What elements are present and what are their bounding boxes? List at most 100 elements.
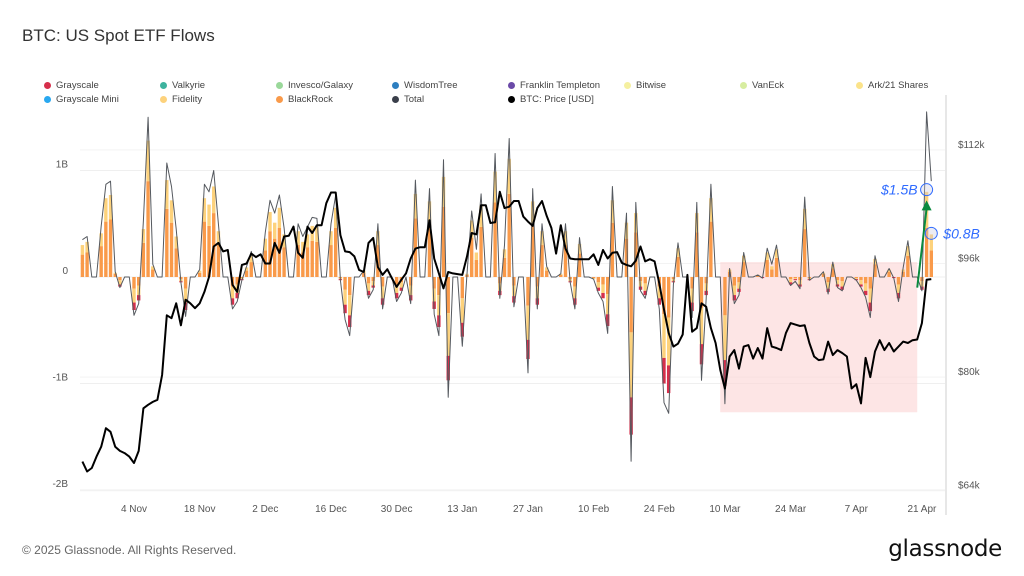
- legend-label: WisdomTree: [404, 79, 458, 91]
- bar-blackrock: [671, 277, 676, 280]
- bar-fidelity: [742, 255, 746, 263]
- bar-blackrock: [441, 206, 446, 277]
- legend-item-wisdomtree[interactable]: WisdomTree: [392, 79, 508, 91]
- legend-item-invesco-galaxy[interactable]: Invesco/Galaxy: [276, 79, 392, 91]
- bar-blackrock: [507, 193, 511, 277]
- legend-item-btc-price-usd-[interactable]: BTC: Price [USD]: [508, 93, 624, 105]
- bar-fidelity: [863, 283, 868, 291]
- bar-blackrock: [559, 274, 563, 277]
- bar-fidelity: [183, 288, 188, 303]
- y-left-tick-label: 0: [62, 266, 68, 277]
- bar-blackrock: [235, 277, 239, 285]
- bar-fidelity: [887, 269, 891, 272]
- legend-item-valkyrie[interactable]: Valkyrie: [160, 79, 276, 91]
- bar-blackrock: [244, 270, 249, 277]
- bar-fidelity: [197, 270, 202, 273]
- bar-blackrock: [887, 271, 891, 277]
- bar-fidelity: [502, 249, 507, 258]
- x-tick-label: 21 Apr: [907, 504, 937, 515]
- bar-blackrock: [469, 237, 474, 277]
- bar-grayscale: [868, 302, 873, 312]
- legend-dot-icon: [856, 81, 863, 89]
- bar-fidelity: [601, 284, 605, 293]
- bar-fidelity: [657, 286, 661, 299]
- bar-fidelity: [469, 220, 474, 238]
- legend-dot-icon: [392, 95, 399, 103]
- bar-fidelity: [240, 278, 244, 280]
- bar-fidelity: [854, 278, 858, 280]
- bar-fidelity: [695, 213, 699, 233]
- legend-label: Franklin Templeton: [520, 79, 601, 91]
- bar-fidelity: [132, 288, 136, 303]
- bar-fidelity: [104, 198, 108, 222]
- bar-grayscale: [788, 282, 793, 285]
- copyright-footer: © 2025 Glassnode. All Rights Reserved.: [22, 543, 237, 557]
- bar-blackrock: [793, 277, 797, 279]
- bar-blackrock: [535, 277, 540, 287]
- legend-item-total[interactable]: Total: [392, 93, 508, 105]
- bar-blackrock: [831, 268, 835, 277]
- legend-dot-icon: [508, 95, 515, 103]
- bar-blackrock: [634, 232, 638, 277]
- bar-blackrock: [273, 238, 277, 277]
- legend-item-fidelity[interactable]: Fidelity: [160, 93, 276, 105]
- bar-fidelity: [207, 204, 211, 226]
- bar-blackrock: [498, 277, 502, 284]
- legend-dot-icon: [740, 81, 747, 89]
- legend-item-grayscale[interactable]: Grayscale: [44, 79, 160, 91]
- bar-blackrock: [362, 272, 366, 277]
- bar-blackrock: [394, 277, 399, 285]
- bar-fidelity: [441, 176, 446, 207]
- bar-fidelity: [136, 285, 141, 296]
- bar-blackrock: [774, 257, 779, 277]
- legend-item-bitwise[interactable]: Bitwise: [624, 79, 740, 91]
- bar-grayscale: [399, 287, 404, 291]
- bar-fidelity: [770, 266, 774, 270]
- bar-fidelity: [333, 207, 338, 229]
- bar-fidelity: [273, 222, 277, 239]
- bar-blackrock: [709, 221, 713, 277]
- bar-grayscale: [840, 286, 844, 290]
- bar-blackrock: [610, 222, 615, 277]
- green-arrow-head-icon: [921, 200, 932, 211]
- bar-fidelity: [676, 248, 680, 257]
- bar-fidelity: [526, 305, 530, 340]
- bar-fidelity: [831, 264, 835, 269]
- bar-fidelity: [376, 231, 380, 246]
- bar-fidelity: [629, 332, 633, 398]
- bar-blackrock: [704, 277, 708, 284]
- bar-blackrock: [873, 264, 877, 277]
- bar-blackrock: [723, 277, 727, 316]
- bar-fidelity: [432, 288, 436, 302]
- bar-blackrock: [85, 252, 89, 277]
- bar-grayscale: [723, 360, 727, 386]
- legend-label: VanEck: [752, 79, 785, 91]
- bar-blackrock: [798, 277, 802, 281]
- bar-grayscale: [343, 304, 347, 314]
- bar-fidelity: [507, 158, 511, 194]
- bar-blackrock: [573, 277, 577, 287]
- bar-grayscale: [526, 339, 530, 360]
- bar-fidelity: [460, 298, 464, 323]
- legend-item-ark-21-shares[interactable]: Ark/21 Shares: [856, 79, 972, 91]
- bar-fidelity: [540, 231, 544, 246]
- legend-label: Grayscale: [56, 79, 99, 91]
- legend-item-blackrock[interactable]: BlackRock: [276, 93, 392, 105]
- bar-grayscale: [662, 357, 666, 384]
- bar-blackrock: [310, 240, 314, 277]
- bar-fidelity: [263, 238, 268, 251]
- legend-dot-icon: [392, 81, 399, 89]
- bar-grayscale: [230, 298, 235, 305]
- bar-blackrock: [788, 277, 793, 280]
- bar-grayscale: [573, 298, 577, 305]
- bar-blackrock: [141, 242, 146, 277]
- bar-fidelity: [348, 295, 352, 316]
- legend-item-grayscale-mini[interactable]: Grayscale Mini: [44, 93, 160, 105]
- legend-item-vaneck[interactable]: VanEck: [740, 79, 856, 91]
- bar-blackrock: [329, 245, 333, 277]
- bar-fidelity: [118, 280, 122, 285]
- bar-grayscale: [235, 292, 239, 299]
- bar-fidelity: [202, 198, 207, 222]
- legend-item-franklin-templeton[interactable]: Franklin Templeton: [508, 79, 624, 91]
- bar-fidelity: [530, 201, 535, 224]
